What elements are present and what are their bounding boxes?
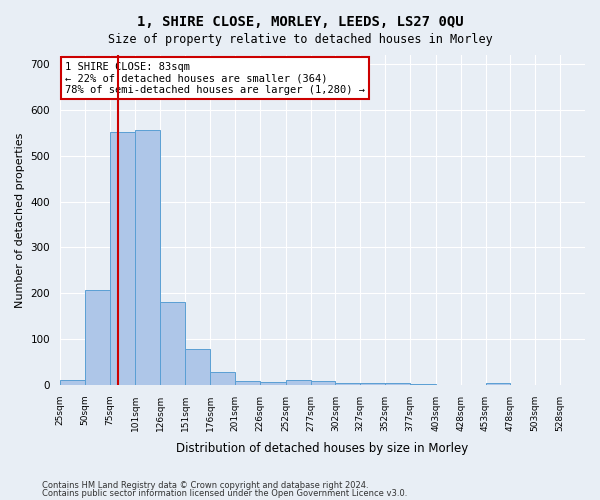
Bar	[85, 290, 110, 385]
Bar	[160, 302, 185, 385]
Bar	[110, 132, 136, 385]
Y-axis label: Number of detached properties: Number of detached properties	[15, 132, 25, 308]
Text: Contains HM Land Registry data © Crown copyright and database right 2024.: Contains HM Land Registry data © Crown c…	[42, 481, 368, 490]
Bar	[185, 349, 210, 385]
Text: Contains public sector information licensed under the Open Government Licence v3: Contains public sector information licen…	[42, 488, 407, 498]
Bar	[60, 380, 85, 385]
Bar	[311, 381, 335, 385]
Bar	[360, 383, 385, 385]
Bar	[385, 384, 410, 385]
X-axis label: Distribution of detached houses by size in Morley: Distribution of detached houses by size …	[176, 442, 469, 455]
Bar	[485, 382, 511, 385]
Text: 1 SHIRE CLOSE: 83sqm
← 22% of detached houses are smaller (364)
78% of semi-deta: 1 SHIRE CLOSE: 83sqm ← 22% of detached h…	[65, 62, 365, 95]
Bar	[235, 380, 260, 385]
Bar	[286, 380, 311, 385]
Bar	[335, 383, 360, 385]
Bar	[410, 384, 436, 385]
Bar	[136, 130, 160, 385]
Bar	[260, 382, 286, 385]
Text: Size of property relative to detached houses in Morley: Size of property relative to detached ho…	[107, 32, 493, 46]
Text: 1, SHIRE CLOSE, MORLEY, LEEDS, LS27 0QU: 1, SHIRE CLOSE, MORLEY, LEEDS, LS27 0QU	[137, 15, 463, 29]
Bar	[210, 372, 235, 385]
